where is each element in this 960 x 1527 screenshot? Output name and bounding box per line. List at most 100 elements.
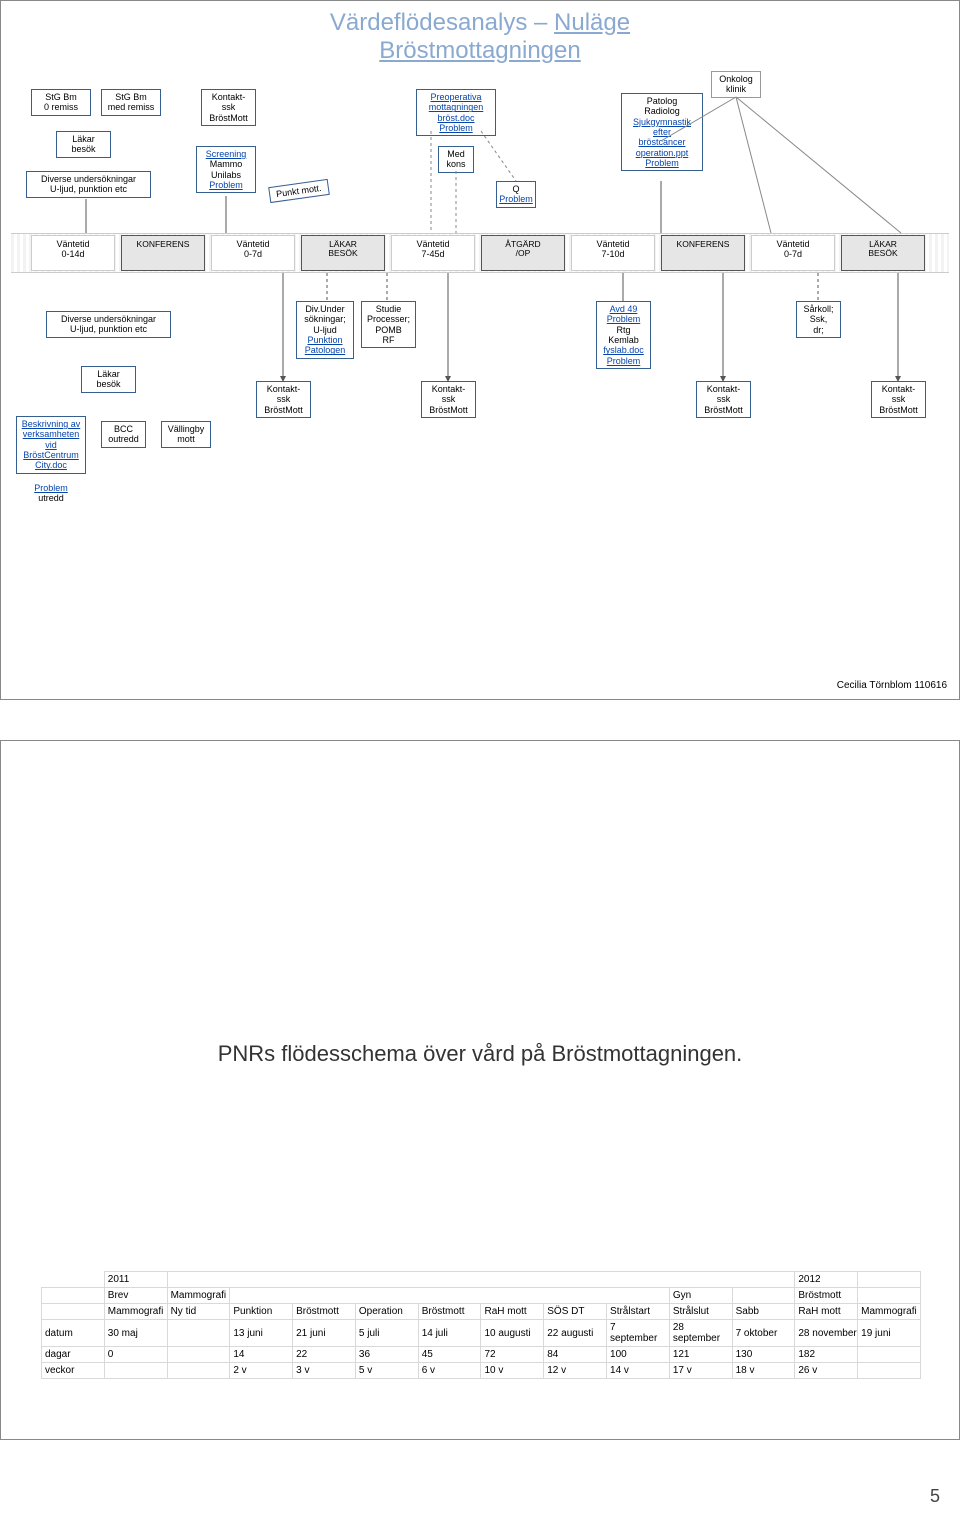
box-q-problem: QProblem xyxy=(496,181,536,208)
timeline-item-9: LÄKARBESÖK xyxy=(841,235,925,271)
schedule-table: 2011 2012 Brev Mammografi Gyn Bröstmott … xyxy=(41,1271,921,1379)
sched-datum-8: 7september xyxy=(607,1320,670,1347)
sched-dagar-7: 84 xyxy=(544,1347,607,1363)
credit: Cecilia Törnblom 110616 xyxy=(837,680,947,691)
sched-header-0: Mammografi xyxy=(104,1304,167,1320)
sched-header-5: Bröstmott xyxy=(418,1304,481,1320)
sched-veckor-11: 26 v xyxy=(795,1363,858,1379)
sched-datum-4: 5 juli xyxy=(355,1320,418,1347)
sched-header-7: SÖS DT xyxy=(544,1304,607,1320)
box-stg-medremiss: StG Bmmed remiss xyxy=(101,89,161,116)
sched-header-6: RaH mott xyxy=(481,1304,544,1320)
sched-datum-12: 19 juni xyxy=(858,1320,921,1347)
row-label-datum: datum xyxy=(42,1320,105,1347)
title-prefix: Värdeflödesanalys – xyxy=(330,9,554,36)
box-kontakt4: Kontakt-sskBröstMott xyxy=(871,381,926,418)
timeline-item-4: Väntetid7-45d xyxy=(391,235,475,271)
box-punkt-mott: Punkt mott. xyxy=(268,179,329,203)
sched-veckor-7: 12 v xyxy=(544,1363,607,1379)
sched-dagar-12 xyxy=(858,1347,921,1363)
timeline-item-1: KONFERENS xyxy=(121,235,205,271)
sched-veckor-5: 6 v xyxy=(418,1363,481,1379)
box-medkons: Medkons xyxy=(438,146,474,173)
cell-brev: Brev xyxy=(104,1288,167,1304)
box-kontakt-ssk-top: Kontakt-sskBröstMott xyxy=(201,89,256,126)
row-label-dagar: dagar xyxy=(42,1347,105,1363)
slide-flowchart: Värdeflödesanalys – Nuläge Bröstmottagni… xyxy=(0,0,960,700)
sched-dagar-0: 0 xyxy=(104,1347,167,1363)
timeline-item-5: ÅTGÄRD/OP xyxy=(481,235,565,271)
sched-dagar-10: 130 xyxy=(732,1347,795,1363)
year-2012: 2012 xyxy=(795,1272,858,1288)
row-label-veckor: veckor xyxy=(42,1363,105,1379)
box-lakar-bottom: Läkarbesök xyxy=(81,366,136,393)
sched-dagar-9: 121 xyxy=(669,1347,732,1363)
sched-datum-9: 28september xyxy=(669,1320,732,1347)
sched-dagar-1 xyxy=(167,1347,230,1363)
sched-datum-5: 14 juli xyxy=(418,1320,481,1347)
sched-header-11: RaH mott xyxy=(795,1304,858,1320)
slide-schedule: PNRs flödesschema över vård på Bröstmott… xyxy=(0,740,960,1440)
sched-dagar-6: 72 xyxy=(481,1347,544,1363)
sched-veckor-10: 18 v xyxy=(732,1363,795,1379)
timeline-item-0: Väntetid0-14d xyxy=(31,235,115,271)
sched-veckor-9: 17 v xyxy=(669,1363,732,1379)
timeline-item-8: Väntetid0-7d xyxy=(751,235,835,271)
title-link-2: Bröstmottagningen xyxy=(379,37,580,64)
sched-veckor-1 xyxy=(167,1363,230,1379)
sched-header-8: Strålstart xyxy=(607,1304,670,1320)
box-kontakt2: Kontakt-sskBröstMott xyxy=(421,381,476,418)
box-preop: Preoperativamottagningenbröst.doc Proble… xyxy=(416,89,496,136)
sched-datum-3: 21 juni xyxy=(293,1320,356,1347)
box-kontakt3: Kontakt-sskBröstMott xyxy=(696,381,751,418)
sched-dagar-5: 45 xyxy=(418,1347,481,1363)
sched-veckor-2: 2 v xyxy=(230,1363,293,1379)
sched-veckor-0 xyxy=(104,1363,167,1379)
sched-veckor-4: 5 v xyxy=(355,1363,418,1379)
sched-veckor-8: 14 v xyxy=(607,1363,670,1379)
year-2011: 2011 xyxy=(104,1272,167,1288)
cell-mammografi: Mammografi xyxy=(167,1288,230,1304)
schedule-caption: PNRs flödesschema över vård på Bröstmott… xyxy=(1,1041,959,1067)
sched-header-12: Mammografi xyxy=(858,1304,921,1320)
sched-header-2: Punktion xyxy=(230,1304,293,1320)
box-avd49: Avd 49ProblemRtgKemlabfyslab.docProblem xyxy=(596,301,651,369)
sched-datum-6: 10 augusti xyxy=(481,1320,544,1347)
sched-veckor-3: 3 v xyxy=(293,1363,356,1379)
sched-dagar-3: 22 xyxy=(293,1347,356,1363)
sched-datum-10: 7 oktober xyxy=(732,1320,795,1347)
cell-brostmott: Bröstmott xyxy=(795,1288,858,1304)
box-vallingby: Vällingbymott xyxy=(161,421,211,448)
preop-link: Preoperativamottagningenbröst.doc xyxy=(429,92,484,123)
slide-title: Värdeflödesanalys – Nuläge Bröstmottagni… xyxy=(1,9,959,65)
sched-header-1: Ny tid xyxy=(167,1304,230,1320)
sched-dagar-11: 182 xyxy=(795,1347,858,1363)
sched-datum-7: 22 augusti xyxy=(544,1320,607,1347)
box-stg-0remiss: StG Bm0 remiss xyxy=(31,89,91,116)
page-number: 5 xyxy=(0,1480,960,1527)
box-patolog: PatologRadiologSjukgymnastikefterbröstca… xyxy=(621,93,703,171)
box-kontakt1: Kontakt-sskBröstMott xyxy=(256,381,311,418)
box-lakar-top: Läkarbesök xyxy=(56,131,111,158)
box-divunder: Div.Undersökningar;U-ljudPunktionPatolog… xyxy=(296,301,354,359)
box-diverse-top: Diverse undersökningarU-ljud, punktion e… xyxy=(26,171,151,198)
box-beskrivning: Beskrivning avverksamhetenvidBröstCentru… xyxy=(16,416,86,474)
sched-dagar-8: 100 xyxy=(607,1347,670,1363)
box-bcc: BCCoutredd xyxy=(101,421,146,448)
box-problem-utredd: Problemutredd xyxy=(26,481,76,506)
cell-gyn: Gyn xyxy=(669,1288,732,1304)
sched-datum-1 xyxy=(167,1320,230,1347)
timeline-item-3: LÄKARBESÖK xyxy=(301,235,385,271)
sched-header-10: Sabb xyxy=(732,1304,795,1320)
timeline-item-7: KONFERENS xyxy=(661,235,745,271)
box-sarkoll: Sårkoll;Ssk,dr; xyxy=(796,301,841,338)
sched-dagar-2: 14 xyxy=(230,1347,293,1363)
box-screening: ScreeningMammoUnilabsProblem xyxy=(196,146,256,193)
title-link-1: Nuläge xyxy=(554,9,630,36)
sched-datum-0: 30 maj xyxy=(104,1320,167,1347)
box-studie: StudieProcesser;POMBRF xyxy=(361,301,416,348)
timeline-item-2: Väntetid0-7d xyxy=(211,235,295,271)
sched-header-4: Operation xyxy=(355,1304,418,1320)
sched-veckor-6: 10 v xyxy=(481,1363,544,1379)
sched-header-3: Bröstmott xyxy=(293,1304,356,1320)
